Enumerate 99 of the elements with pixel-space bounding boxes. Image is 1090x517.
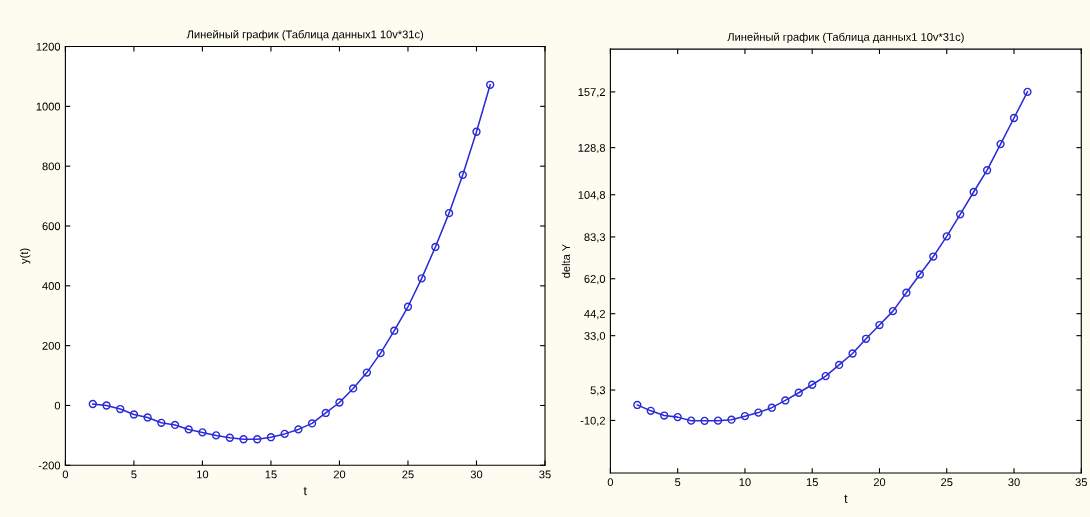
y-tick-label: -10,2: [580, 416, 605, 426]
point: [225, 433, 235, 442]
point: [143, 413, 152, 422]
point: [157, 418, 166, 427]
point: [1009, 113, 1019, 123]
x-tick-label: 30: [470, 470, 483, 479]
y-tick-label: 600: [42, 222, 61, 231]
x-axis-title: t: [844, 494, 848, 503]
point: [458, 170, 467, 180]
y-tick-label: 5,3: [590, 386, 606, 396]
point: [982, 166, 992, 175]
x-tick-label: 30: [1008, 478, 1020, 487]
point: [969, 187, 978, 197]
point: [915, 270, 925, 279]
point: [996, 139, 1005, 149]
x-tick-label: 25: [402, 470, 414, 479]
point: [1023, 87, 1032, 97]
point: [781, 396, 790, 405]
point: [808, 380, 817, 389]
point: [472, 127, 481, 136]
x-tick-label: 20: [873, 478, 886, 487]
x-tick-label: 15: [265, 470, 277, 479]
point: [902, 288, 911, 297]
point: [88, 399, 97, 409]
point: [280, 429, 289, 439]
y-tick-label: 44,2: [584, 309, 605, 320]
point: [834, 360, 844, 370]
y-tick-label: -200: [38, 461, 61, 470]
y-tick-label: 0: [54, 401, 61, 410]
x-tick-label: 15: [806, 478, 818, 487]
point: [444, 208, 454, 218]
point: [266, 433, 276, 442]
x-tick-label: 0: [607, 478, 614, 487]
y-tick-label: 83,3: [584, 233, 606, 243]
point: [861, 334, 871, 343]
x-axis-title: t: [303, 487, 307, 496]
y-tick-label: 400: [42, 282, 61, 290]
y-axis-title: delta Y: [561, 244, 570, 278]
point: [170, 420, 180, 430]
point: [321, 408, 330, 418]
x-tick-label: 20: [333, 470, 346, 479]
x-tick-label: 25: [941, 478, 953, 487]
point: [486, 80, 495, 89]
point: [700, 416, 709, 426]
point: [942, 232, 951, 241]
point: [294, 425, 303, 434]
point: [660, 411, 669, 420]
y-tick-label: 1000: [36, 102, 61, 111]
point: [335, 398, 344, 407]
chart-title: Линейный график (Таблица данных1 10v*31c): [727, 32, 964, 44]
point: [633, 400, 642, 410]
point: [686, 416, 696, 425]
point: [767, 403, 777, 412]
point: [116, 404, 125, 414]
x-tick-label: 5: [131, 470, 137, 479]
y-tick-label: 800: [42, 162, 61, 171]
point: [713, 416, 723, 425]
point: [307, 419, 317, 428]
point: [211, 431, 221, 440]
point: [376, 348, 385, 358]
point: [417, 274, 426, 283]
point: [102, 401, 111, 410]
x-tick-label: 0: [62, 470, 69, 479]
y-tick-label: 62,0: [584, 275, 606, 285]
y-axis-title: y(t): [19, 248, 31, 264]
y-tick-label: 128,8: [578, 143, 606, 154]
y-tick-label: 1200: [36, 42, 61, 51]
point: [929, 252, 938, 261]
point: [431, 242, 440, 252]
x-tick-label: 35: [539, 470, 551, 479]
point: [727, 415, 736, 424]
point: [239, 435, 248, 444]
point: [956, 210, 965, 219]
point: [754, 408, 763, 417]
x-tick-label: 10: [197, 470, 209, 479]
x-tick-label: 10: [739, 478, 751, 487]
y-tick-label: 104,8: [578, 191, 606, 201]
x-tick-label: 5: [675, 478, 681, 487]
point: [848, 349, 857, 358]
point: [740, 411, 750, 421]
point: [403, 302, 413, 311]
point: [390, 326, 399, 335]
x-tick-label: 35: [1075, 478, 1087, 487]
point: [794, 388, 803, 397]
y-tick-label: 200: [42, 341, 61, 350]
point: [348, 384, 358, 393]
point: [875, 320, 884, 330]
chart-title: Линейный график (Таблица данных1 10v*31c): [186, 29, 424, 41]
point: [362, 368, 372, 377]
point: [821, 371, 830, 381]
point: [129, 410, 139, 419]
y-tick-label: 157,2: [578, 88, 605, 98]
point: [888, 306, 898, 316]
point: [198, 428, 207, 437]
point: [673, 412, 682, 422]
y-tick-label: 33,0: [584, 331, 606, 342]
point: [646, 406, 655, 416]
point: [253, 435, 262, 444]
point: [184, 425, 193, 434]
